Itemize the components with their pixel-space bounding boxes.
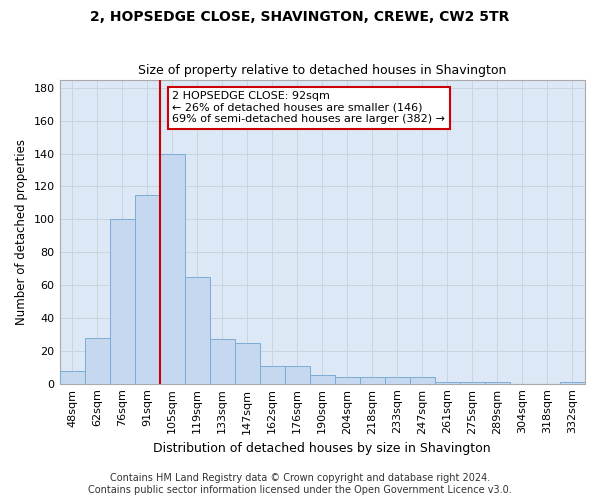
Text: Contains HM Land Registry data © Crown copyright and database right 2024.
Contai: Contains HM Land Registry data © Crown c… [88,474,512,495]
Bar [410,377,435,384]
Bar [235,342,260,384]
Bar [560,382,585,384]
Bar [260,366,285,384]
Bar [335,377,360,384]
Bar [435,382,460,384]
Bar [134,194,160,384]
Y-axis label: Number of detached properties: Number of detached properties [15,138,28,324]
Bar [110,220,134,384]
X-axis label: Distribution of detached houses by size in Shavington: Distribution of detached houses by size … [154,442,491,455]
Bar [160,154,185,384]
Bar [360,377,385,384]
Bar [385,377,410,384]
Bar [460,382,485,384]
Title: Size of property relative to detached houses in Shavington: Size of property relative to detached ho… [138,64,506,77]
Bar [185,277,209,384]
Bar [310,376,335,384]
Text: 2 HOPSEDGE CLOSE: 92sqm
← 26% of detached houses are smaller (146)
69% of semi-d: 2 HOPSEDGE CLOSE: 92sqm ← 26% of detache… [172,91,445,124]
Text: 2, HOPSEDGE CLOSE, SHAVINGTON, CREWE, CW2 5TR: 2, HOPSEDGE CLOSE, SHAVINGTON, CREWE, CW… [91,10,509,24]
Bar [85,338,110,384]
Bar [209,340,235,384]
Bar [59,370,85,384]
Bar [285,366,310,384]
Bar [485,382,510,384]
